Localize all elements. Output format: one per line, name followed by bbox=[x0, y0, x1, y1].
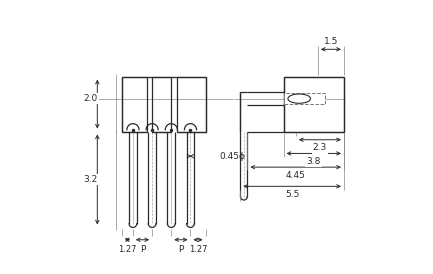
Bar bbox=[152, 77, 171, 132]
Text: 1.27: 1.27 bbox=[118, 245, 137, 254]
Bar bbox=[177, 77, 206, 132]
Text: 3.8: 3.8 bbox=[307, 157, 321, 166]
Text: P: P bbox=[178, 245, 184, 254]
Text: 1.27: 1.27 bbox=[189, 245, 207, 254]
Text: P: P bbox=[140, 245, 145, 254]
Bar bbox=[284, 77, 344, 132]
Text: 5.5: 5.5 bbox=[285, 190, 299, 199]
Text: 0.45ϕ: 0.45ϕ bbox=[219, 152, 245, 161]
Bar bbox=[122, 77, 147, 132]
Ellipse shape bbox=[288, 94, 310, 103]
Text: 1.5: 1.5 bbox=[324, 37, 338, 45]
Bar bbox=[284, 93, 325, 104]
Bar bbox=[177, 77, 206, 132]
Text: 3.2: 3.2 bbox=[83, 175, 97, 184]
Bar bbox=[284, 77, 344, 132]
Text: 2.0: 2.0 bbox=[83, 94, 97, 103]
Bar bbox=[122, 77, 147, 132]
Text: 2.3: 2.3 bbox=[313, 144, 327, 152]
Text: 4.45: 4.45 bbox=[286, 171, 306, 180]
Bar bbox=[152, 77, 171, 132]
